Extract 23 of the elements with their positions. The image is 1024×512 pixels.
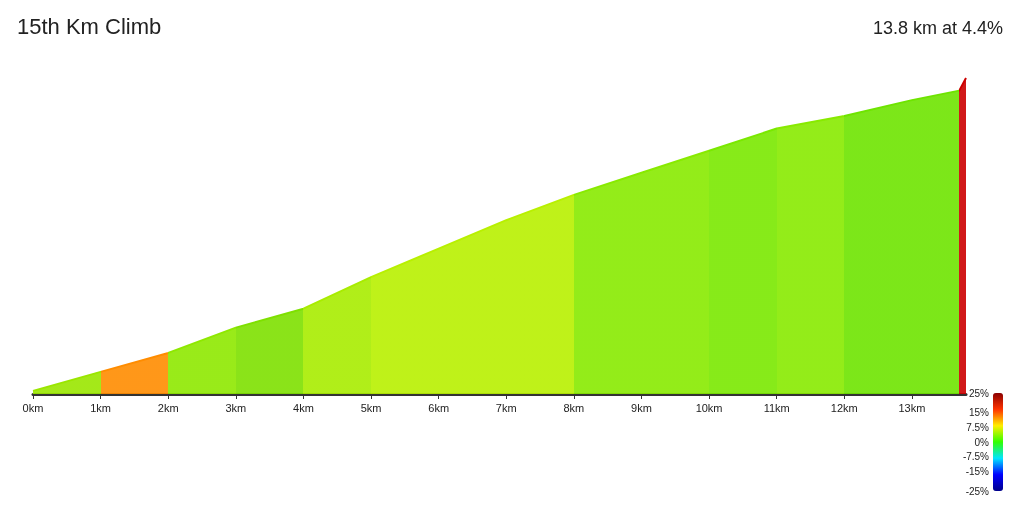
chart-title: 15th Km Climb xyxy=(17,13,162,39)
color-bar-label: 25% xyxy=(968,387,990,399)
color-bar-label: 7.5% xyxy=(966,421,990,433)
x-tick-label: 9km xyxy=(631,401,652,414)
x-tick-label: 10km xyxy=(695,401,723,414)
x-tick-label: 6km xyxy=(428,401,450,414)
x-tick-label: 12km xyxy=(830,401,858,414)
color-bar-label: -25% xyxy=(965,485,990,497)
x-tick-label: 0km xyxy=(22,401,44,414)
x-tick-label: 5km xyxy=(360,401,382,414)
x-tick-label: 1km xyxy=(90,401,111,414)
x-tick-label: 3km xyxy=(225,401,247,414)
color-bar-label: -15% xyxy=(965,465,990,477)
color-bar-label: -7.5% xyxy=(962,451,990,463)
x-tick-label: 7km xyxy=(495,401,517,414)
x-tick-label: 2km xyxy=(157,401,179,414)
chart-subtitle: 13.8 km at 4.4% xyxy=(872,18,1004,38)
x-tick-label: 11km xyxy=(763,401,790,414)
x-tick-label: 13km xyxy=(898,401,926,414)
color-bar-label: 0% xyxy=(974,436,990,448)
color-bar-label: 15% xyxy=(968,407,990,419)
x-tick-label: 8km xyxy=(563,401,585,414)
x-tick-label: 4km xyxy=(293,401,314,414)
